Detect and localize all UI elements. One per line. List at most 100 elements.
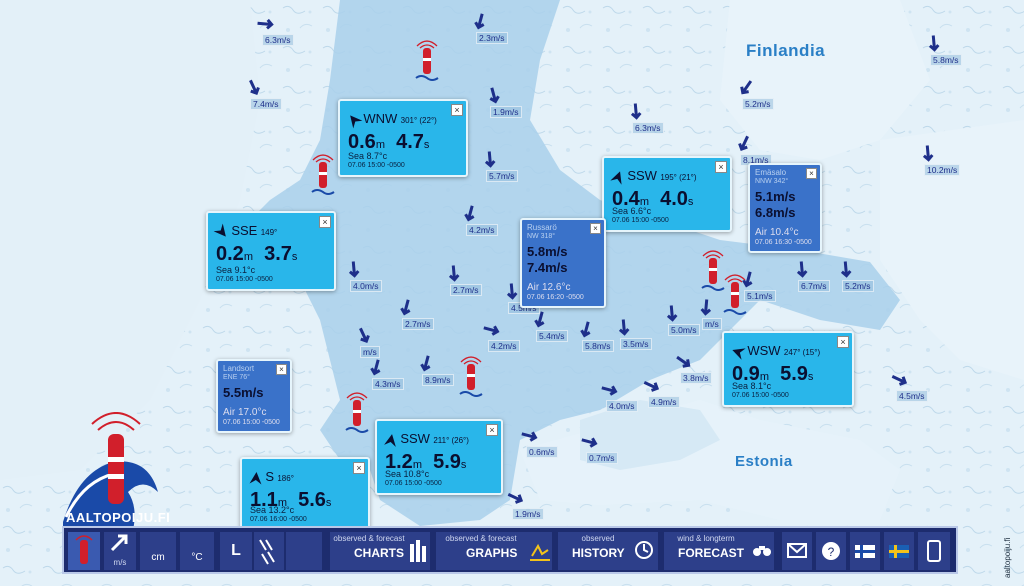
- wind-speed-label: 7.4m/s: [250, 98, 282, 110]
- buoy-icon[interactable]: [700, 246, 726, 294]
- help-icon: ?: [822, 542, 840, 560]
- wind-speed-label: 10.2m/s: [924, 164, 961, 176]
- wave-period: 5.9: [433, 451, 461, 473]
- forecast-button[interactable]: wind & longterm FORECAST: [664, 532, 774, 570]
- wave-direction-row: WNW 301° (22°): [348, 111, 437, 129]
- close-icon[interactable]: ×: [715, 161, 727, 173]
- svg-text:?: ?: [828, 545, 835, 559]
- weather-bubble-russaro[interactable]: × Russarö NW 318° 5.8m/s 7.4m/s Air 12.6°c 07.…: [520, 218, 606, 308]
- wave-direction-icon: [213, 223, 226, 237]
- wave-bubble-s[interactable]: × S 186° 1.1m 5.6s Sea 13.2°c 07.06 16:00 -…: [240, 457, 370, 531]
- layer-l-button[interactable]: L: [220, 532, 252, 570]
- wave-unit-label: cm: [151, 552, 165, 563]
- forecast-sub: wind & longterm: [677, 534, 735, 543]
- wind-unit-label: m/s: [113, 558, 127, 567]
- wave-bubble-wsw[interactable]: × WSW 247° (15°) 0.9m 5.9s Sea 8.1°c 07.06 …: [722, 331, 854, 407]
- close-icon[interactable]: ×: [451, 104, 463, 116]
- close-icon[interactable]: ×: [353, 462, 365, 474]
- email-icon: [787, 543, 807, 558]
- wave-direction: WSW: [747, 343, 781, 358]
- wave-bubble-wnw[interactable]: × WNW 301° (22°) 0.6m 4.7s Sea 8.7°c 07.06 …: [338, 99, 468, 177]
- charts-sub: observed & forecast: [333, 534, 405, 543]
- close-icon[interactable]: ×: [276, 364, 287, 375]
- wind-arrow-icon: [484, 151, 496, 168]
- wave-bubble-ssw2[interactable]: × SSW 211° (26°) 1.2m 5.9s Sea 10.8°c 07.06…: [375, 419, 503, 495]
- close-icon[interactable]: ×: [486, 424, 498, 436]
- history-button[interactable]: observed HISTORY: [558, 532, 658, 570]
- wind-speed-label: 5.4m/s: [536, 330, 568, 342]
- wind-speed-label: 5.2m/s: [742, 98, 774, 110]
- obs-time: 07.06 15:00 -0500: [223, 419, 280, 426]
- buoy-icon[interactable]: [458, 352, 484, 400]
- wind-speed-label: 1.9m/s: [490, 106, 522, 118]
- wave-degrees: 247° (15°): [783, 348, 821, 357]
- wind-speed-label: 4.0m/s: [350, 280, 382, 292]
- graphs-button[interactable]: observed & forecast GRAPHS: [436, 532, 552, 570]
- obs-time: 07.06 15:00 -0500: [348, 162, 405, 169]
- mobile-button[interactable]: [918, 532, 950, 570]
- wind-speed-label: 4.3m/s: [372, 378, 404, 390]
- help-button[interactable]: ?: [816, 532, 846, 570]
- wind-speed-label: 8.9m/s: [422, 374, 454, 386]
- wave-height-unit: m: [639, 196, 649, 208]
- wave-layer-button[interactable]: [254, 532, 284, 570]
- wind-arrow-icon: [506, 283, 518, 300]
- wind-direction: NNW 342°: [755, 178, 789, 185]
- temp-unit-button[interactable]: °C: [180, 532, 214, 570]
- wind-arrow-icon: [420, 355, 431, 372]
- email-button[interactable]: [782, 532, 812, 570]
- logo-wave-buoy-icon[interactable]: [58, 412, 168, 530]
- close-icon[interactable]: ×: [837, 336, 849, 348]
- wind-arrow-icon: [630, 103, 642, 120]
- wind-speed-label: 4.2m/s: [488, 340, 520, 352]
- wind-arrow-icon: [581, 437, 598, 448]
- logo-text[interactable]: AALTOPOIJU.FI: [66, 510, 171, 525]
- wave-height: 0.4: [612, 188, 640, 210]
- wave-height: 1.2: [385, 451, 413, 473]
- wind-speed-label: 5.1m/s: [744, 290, 776, 302]
- lang-sv-button[interactable]: [884, 532, 914, 570]
- wave-direction-icon: [384, 433, 396, 447]
- buoy-icon[interactable]: [414, 36, 440, 84]
- close-icon[interactable]: ×: [590, 223, 601, 234]
- wind-speed-label: 5.7m/s: [486, 170, 518, 182]
- wind-speed-label: 2.7m/s: [402, 318, 434, 330]
- lang-fi-button[interactable]: [850, 532, 880, 570]
- binoculars-icon: [753, 546, 771, 556]
- wind-speed: 5.5m/s: [223, 385, 264, 400]
- wind-speed-label: 0.6m/s: [526, 446, 558, 458]
- wind-layer-button[interactable]: [286, 532, 322, 570]
- wind-speed-label: m/s: [702, 318, 722, 330]
- buoy-icon: [75, 535, 93, 564]
- sea-temp: Sea 6.6°c: [612, 206, 652, 216]
- wave-bubble-ssw1[interactable]: × SSW 195° (21°) 0.4m 4.0s Sea 6.6°c 07.06 …: [602, 156, 732, 232]
- wind-arrow-icon: [257, 18, 274, 30]
- wave-period-unit: s: [325, 497, 332, 509]
- wave-height-unit: m: [277, 497, 287, 509]
- wind-arrow-icon: [448, 265, 460, 282]
- wind-gust: 7.4m/s: [527, 260, 568, 275]
- weather-bubble-landsort[interactable]: × Landsort ENE 76° 5.5m/s Air 17.0°c 07.06 15…: [216, 359, 292, 433]
- weather-bubble-emasalo[interactable]: × Emäsalo NNW 342° 5.1m/s 6.8m/s Air 10.4°c 07…: [748, 163, 822, 253]
- sea-temp: Sea 8.7°c: [348, 151, 388, 161]
- close-icon[interactable]: ×: [319, 216, 331, 228]
- wave-direction-row: SSW 195° (21°): [610, 168, 697, 185]
- buoy-icon[interactable]: [722, 270, 748, 318]
- wind-arrow-icon: [507, 493, 524, 504]
- wind-unit-button[interactable]: m/s: [104, 532, 136, 570]
- close-icon[interactable]: ×: [806, 168, 817, 179]
- wave-bubble-sse[interactable]: × SSE 149° 0.2m 3.7s Sea 9.1°c 07.06 15:00 …: [206, 211, 336, 291]
- buoy-icon[interactable]: [344, 388, 370, 436]
- obs-time: 07.06 16:30 -0500: [755, 239, 812, 246]
- wind-direction: NW 318°: [527, 233, 556, 240]
- charts-button[interactable]: observed & forecast CHARTS: [330, 532, 430, 570]
- wind-arrow-icon: [474, 13, 485, 30]
- wave-unit-button[interactable]: cm: [140, 532, 176, 570]
- wave-direction: SSW: [627, 168, 657, 183]
- wind-arrow-icon: [370, 359, 381, 376]
- buoy-icon[interactable]: [310, 150, 336, 198]
- wind-speed-label: 4.0m/s: [606, 400, 638, 412]
- buoy-toggle-button[interactable]: [68, 532, 100, 570]
- wind-speed-label: 6.3m/s: [632, 122, 664, 134]
- wind-speed-label: 5.8m/s: [930, 54, 962, 66]
